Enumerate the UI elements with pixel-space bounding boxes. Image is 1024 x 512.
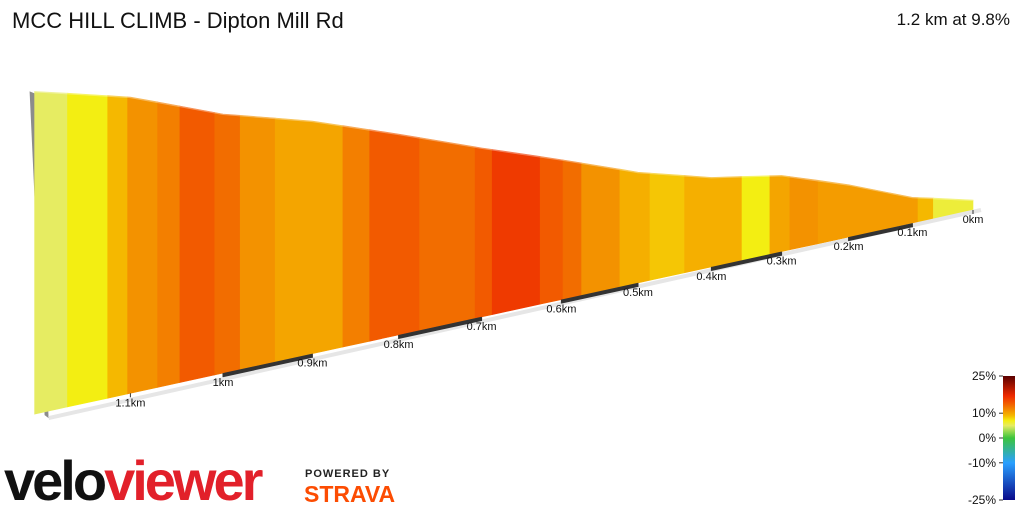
gradient-segment bbox=[157, 101, 181, 388]
x-tick-label: 0.6km bbox=[546, 304, 576, 316]
gradient-segment bbox=[214, 112, 241, 376]
gradient-segment bbox=[581, 162, 621, 296]
x-tick-label: 0.7km bbox=[467, 321, 497, 333]
gradient-segment bbox=[127, 96, 158, 395]
x-tick-label: 0.1km bbox=[897, 227, 927, 239]
x-tick-label: 0km bbox=[963, 214, 984, 226]
x-tick-label: 0.8km bbox=[384, 339, 414, 351]
gradient-segment bbox=[684, 175, 743, 274]
elevation-line bbox=[34, 90, 974, 201]
axis-stripe bbox=[398, 316, 483, 339]
gradient-segment bbox=[539, 156, 564, 305]
colorbar-bar bbox=[1003, 376, 1015, 500]
gradient-segment bbox=[491, 149, 541, 315]
gradient-segment bbox=[179, 105, 216, 383]
colorbar-tick-label: -25% bbox=[968, 493, 996, 507]
gradient-segment bbox=[239, 114, 276, 370]
gradient-segment bbox=[917, 197, 934, 223]
gradient-segment bbox=[419, 137, 476, 331]
base-line bbox=[48, 208, 982, 421]
gradient-segment bbox=[107, 95, 128, 399]
powered-by: POWERED BY bbox=[305, 468, 390, 480]
logo-part: viewer bbox=[104, 449, 263, 512]
x-tick-label: 1.1km bbox=[115, 397, 145, 409]
gradient-segment bbox=[649, 172, 685, 281]
gradient-segment bbox=[67, 92, 108, 408]
axis-stripe bbox=[560, 282, 639, 304]
logo: veloviewer bbox=[4, 449, 263, 512]
x-tick-label: 0.3km bbox=[767, 256, 797, 268]
x-tick-label: 0.5km bbox=[623, 287, 653, 299]
axis-stripe bbox=[710, 251, 783, 271]
gradient-segment bbox=[741, 175, 771, 261]
gradient-segment bbox=[619, 168, 651, 288]
gradient-segment bbox=[369, 129, 420, 342]
chart-subtitle: 1.2 km at 9.8% bbox=[897, 10, 1010, 29]
strava-logo: STRAVA bbox=[304, 481, 395, 507]
gradient-segment bbox=[274, 117, 344, 363]
gradient-segment bbox=[34, 91, 68, 415]
logo-part: velo bbox=[4, 449, 106, 512]
gradient-segment bbox=[342, 125, 371, 348]
axis-stripe bbox=[222, 353, 313, 378]
gradient-segment bbox=[474, 146, 493, 319]
chart-title: MCC HILL CLIMB - Dipton Mill Rd bbox=[12, 8, 344, 33]
x-tick-label: 0.9km bbox=[297, 358, 327, 370]
profile: 0km 0.1km 0.2km 0.3km 0.4km 0.5km 0.6km 0.7km 0.… bbox=[29, 90, 984, 421]
colorbar: 25% 10% 0% -10% -25% bbox=[968, 369, 1015, 507]
x-tick-label: 0.4km bbox=[696, 271, 726, 283]
gradient-segment bbox=[789, 176, 819, 251]
colorbar-tick-label: 25% bbox=[972, 369, 996, 383]
colorbar-tick-label: -10% bbox=[968, 456, 996, 470]
colorbar-tick-label: 10% bbox=[972, 406, 996, 420]
colorbar-tick-label: 0% bbox=[979, 431, 997, 445]
gradient-segment bbox=[562, 159, 582, 300]
x-tick-label: 0.2km bbox=[834, 241, 864, 253]
axis-stripe bbox=[848, 223, 913, 242]
gradient-segment bbox=[769, 175, 791, 255]
x-tick-label: 1km bbox=[213, 377, 234, 389]
